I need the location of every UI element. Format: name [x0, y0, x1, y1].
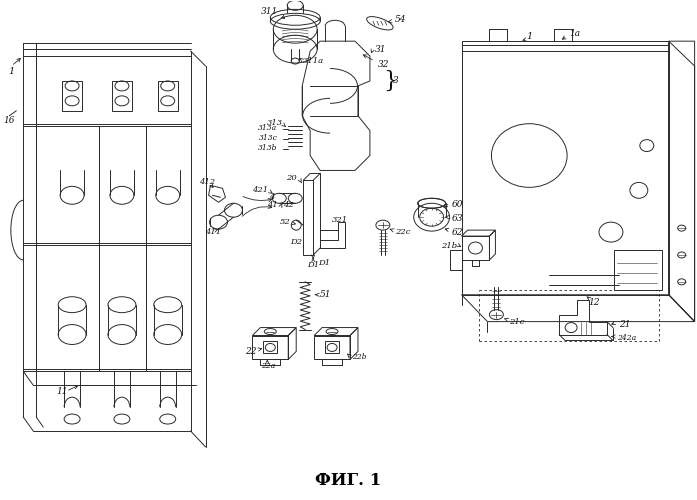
Bar	[112, 81, 132, 111]
Text: 62: 62	[452, 228, 463, 236]
Bar	[263, 342, 277, 353]
Text: 54: 54	[395, 15, 406, 24]
Text: D1: D1	[318, 259, 330, 267]
Text: D2: D2	[290, 238, 302, 246]
Text: 21: 21	[619, 320, 630, 329]
Text: 3: 3	[393, 76, 399, 86]
Text: 22: 22	[245, 347, 256, 356]
Text: 242a: 242a	[617, 334, 636, 342]
Text: 4: 4	[269, 194, 275, 202]
Text: ФИГ. 1: ФИГ. 1	[315, 472, 381, 489]
Text: D1: D1	[307, 258, 319, 269]
Bar	[252, 336, 289, 359]
Text: 313a: 313a	[258, 124, 277, 132]
Text: 313: 313	[267, 118, 283, 126]
Bar	[614, 250, 661, 290]
Bar	[461, 236, 489, 260]
Text: }: }	[383, 70, 397, 92]
Text: 41: 41	[266, 201, 277, 209]
Text: 1: 1	[526, 32, 533, 40]
Text: 421: 421	[252, 186, 268, 194]
Text: 11: 11	[56, 386, 68, 396]
Text: 12: 12	[588, 298, 599, 307]
Text: 313b: 313b	[258, 144, 277, 152]
Text: 22b: 22b	[352, 354, 367, 362]
Text: 42: 42	[283, 201, 294, 209]
Text: 51: 51	[320, 290, 332, 299]
Text: 31: 31	[375, 44, 386, 54]
Bar	[303, 180, 313, 255]
Text: 63: 63	[452, 214, 463, 222]
Text: 21c: 21c	[510, 318, 525, 326]
Bar	[450, 250, 461, 270]
Text: 32: 32	[378, 60, 390, 68]
Text: 21b: 21b	[441, 242, 457, 250]
Bar	[325, 342, 339, 353]
Text: 311: 311	[261, 7, 278, 16]
Text: 321: 321	[332, 216, 348, 224]
Text: 313c: 313c	[259, 134, 277, 141]
Bar	[158, 81, 178, 111]
Text: 16: 16	[3, 116, 15, 125]
Text: 20: 20	[286, 174, 297, 182]
Text: 1a: 1a	[569, 28, 580, 38]
Text: 22a: 22a	[261, 362, 275, 370]
Text: 60: 60	[452, 200, 463, 209]
Bar	[62, 81, 82, 111]
Text: 412: 412	[199, 178, 215, 186]
Text: 311a: 311a	[303, 57, 324, 65]
Text: 411: 411	[206, 228, 222, 236]
Text: 52: 52	[279, 218, 290, 226]
Text: 1: 1	[8, 66, 15, 76]
Text: 22c: 22c	[395, 228, 411, 236]
Bar	[314, 336, 350, 359]
